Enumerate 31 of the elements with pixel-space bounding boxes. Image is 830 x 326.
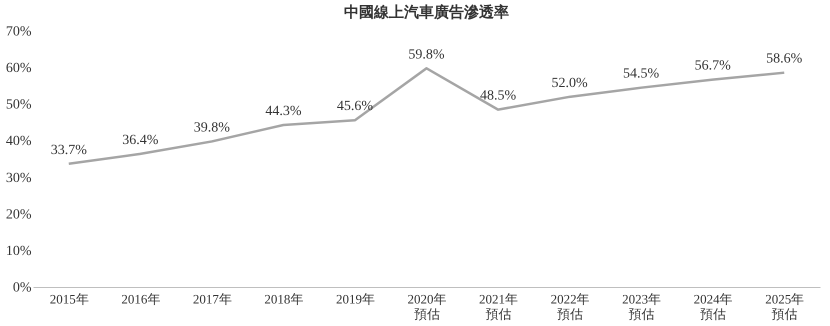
chart-title: 中國線上汽車廣告滲透率 [344,3,509,21]
x-tick-label: 2016年 [121,292,160,306]
x-tick-label: 2020年預估 [408,292,446,322]
data-label: 56.7% [694,58,732,74]
x-tick-label: 2018年 [264,292,304,306]
data-label: 33.7% [50,142,88,158]
y-tick-label: 50% [6,98,32,113]
x-tick-label: 2023年預估 [622,292,662,322]
data-label: 54.5% [623,66,660,82]
data-label: 36.4% [122,132,159,148]
data-label: 48.5% [480,88,516,104]
y-tick-label: 60% [6,61,32,76]
data-label: 45.6% [336,99,374,114]
y-tick-label: 10% [6,244,32,259]
y-tick-label: 30% [6,170,32,186]
data-label: 39.8% [194,120,230,136]
x-tick-label: 2015年 [50,292,89,306]
x-tick-label: 2022年預估 [550,292,590,322]
x-tick-label: 2021年預估 [479,292,518,322]
data-label: 59.8% [408,47,445,62]
x-tick-label: 2019年 [336,292,375,306]
data-label: 52.0% [552,76,588,91]
y-tick-label: 70% [6,24,32,40]
y-tick-label: 40% [6,134,32,150]
data-label: 44.3% [265,104,302,119]
x-tick-label: 2024年預估 [694,292,733,322]
x-tick-label: 2025年預估 [765,292,804,322]
y-tick-label: 0% [12,280,32,296]
y-tick-label: 20% [6,207,32,222]
data-label: 58.6% [766,52,803,67]
x-tick-label: 2017年 [192,292,232,306]
